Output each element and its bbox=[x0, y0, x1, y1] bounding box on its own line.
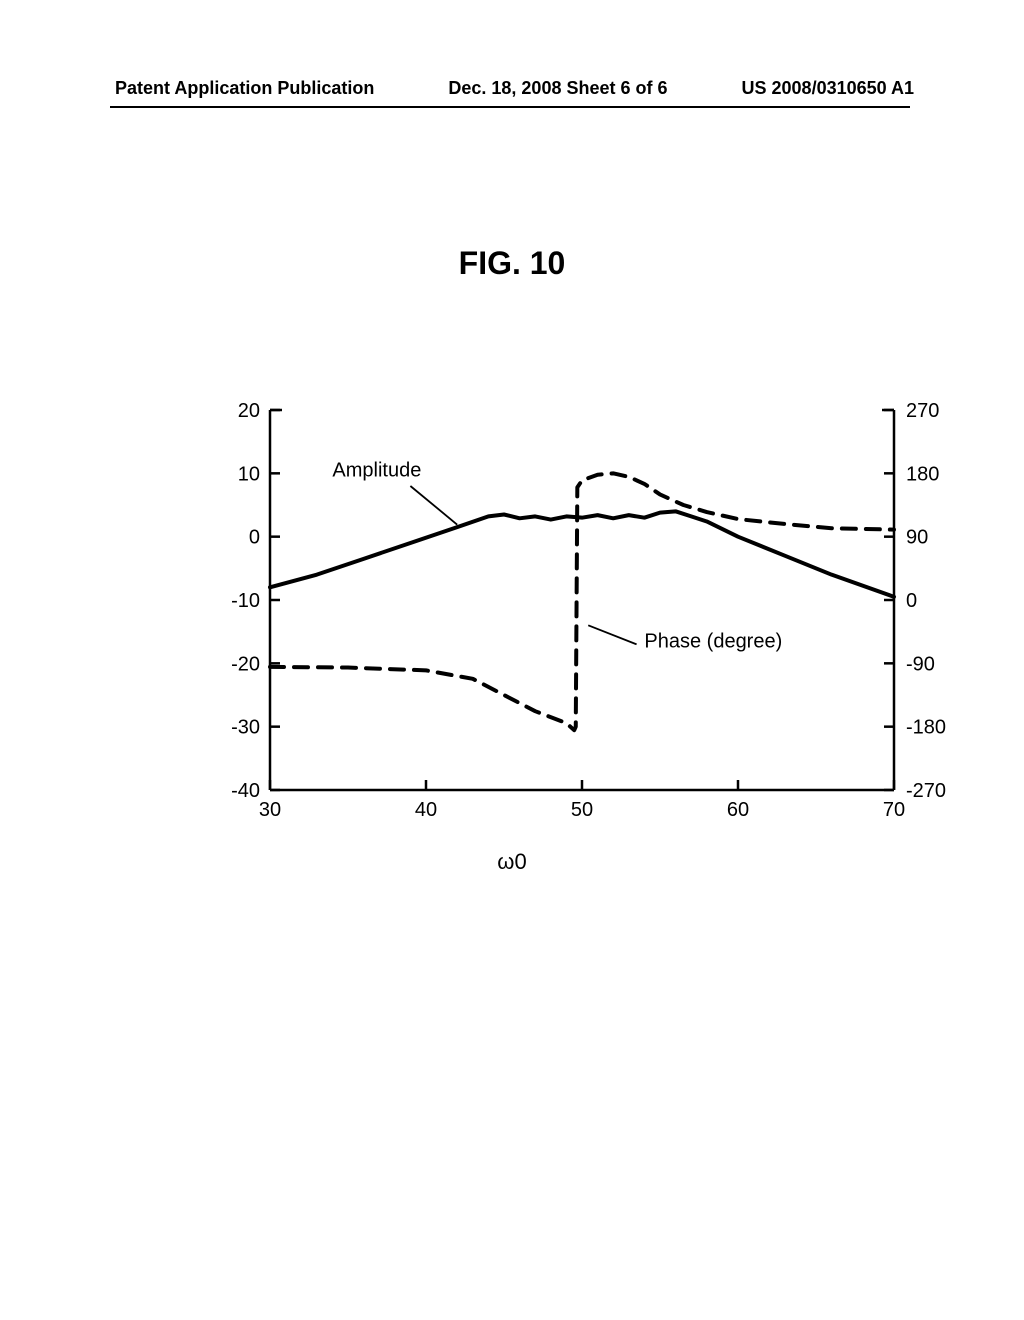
svg-text:20: 20 bbox=[238, 400, 260, 422]
svg-text:Phase (degree): Phase (degree) bbox=[644, 631, 782, 653]
figure-title: FIG. 10 bbox=[0, 245, 1024, 282]
svg-text:Amplitude: Amplitude bbox=[332, 460, 421, 482]
svg-text:0: 0 bbox=[249, 527, 260, 549]
x-axis-label: ω0 bbox=[497, 849, 526, 875]
svg-text:270: 270 bbox=[906, 400, 939, 422]
svg-text:90: 90 bbox=[906, 527, 928, 549]
header-left: Patent Application Publication bbox=[115, 78, 374, 99]
svg-text:60: 60 bbox=[727, 799, 749, 821]
header-right: US 2008/0310650 A1 bbox=[742, 78, 914, 99]
svg-text:-270: -270 bbox=[906, 780, 946, 802]
svg-text:-30: -30 bbox=[231, 717, 260, 739]
header-center: Dec. 18, 2008 Sheet 6 of 6 bbox=[448, 78, 667, 99]
dual-axis-chart: -40 -30 -20 -10 0 10 20 -270 -180 -90 0 90 180 270 30 4… bbox=[200, 400, 966, 830]
svg-text:50: 50 bbox=[571, 799, 593, 821]
svg-text:0: 0 bbox=[906, 590, 917, 612]
svg-text:180: 180 bbox=[906, 463, 939, 485]
chart-container: -40-30-20-1001020-270-180-90090180270304… bbox=[200, 400, 824, 830]
svg-text:40: 40 bbox=[415, 799, 437, 821]
svg-text:-10: -10 bbox=[231, 590, 260, 612]
page-header: Patent Application Publication Dec. 18, … bbox=[0, 78, 1024, 99]
svg-text:30: 30 bbox=[259, 799, 281, 821]
svg-text:10: 10 bbox=[238, 463, 260, 485]
svg-text:70: 70 bbox=[883, 799, 905, 821]
header-rule bbox=[110, 106, 910, 108]
svg-text:-90: -90 bbox=[906, 653, 935, 675]
svg-text:-40: -40 bbox=[231, 780, 260, 802]
svg-text:-20: -20 bbox=[231, 653, 260, 675]
svg-text:-180: -180 bbox=[906, 717, 946, 739]
